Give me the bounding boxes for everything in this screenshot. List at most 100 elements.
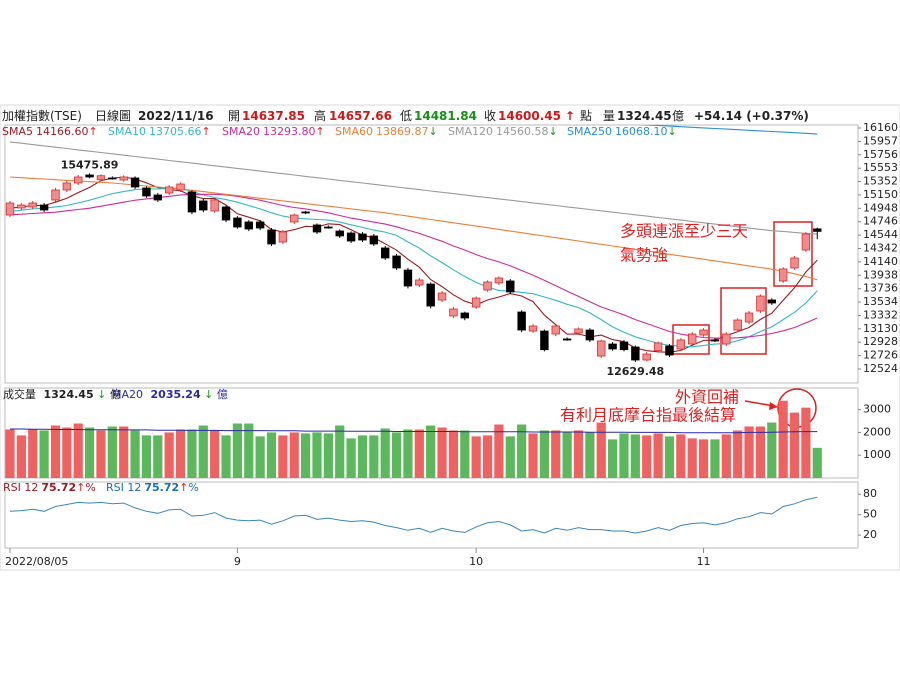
ma-line (638, 125, 818, 135)
volume-bar (5, 429, 15, 478)
volume-bar (50, 425, 61, 478)
price-panel (4, 124, 859, 384)
rsi-value: 75.72 (41, 481, 76, 494)
highlight-box (773, 221, 813, 287)
volume-bar (585, 432, 595, 478)
volume-bar (289, 432, 299, 478)
volume-bar (244, 423, 254, 478)
ma-legend: SMA5 14166.60↑ (2, 125, 98, 138)
volume-bar (778, 400, 788, 478)
candle-body (790, 257, 799, 269)
volume-bar (39, 430, 49, 478)
y-tick-label: 12524 (863, 362, 898, 375)
y-tick-label: 20 (863, 528, 877, 541)
volume-bar (414, 429, 424, 478)
volume-bar (767, 422, 777, 478)
volume-bar (664, 436, 675, 478)
candle-body (301, 211, 310, 214)
volume-bar (335, 425, 345, 478)
open-value: 14637.85 (242, 109, 305, 123)
volume-bar (608, 439, 618, 478)
x-tick-label: 9 (234, 555, 241, 568)
ma-name: SMA20 (222, 125, 260, 138)
ma-line (9, 176, 818, 353)
ma-legend: SMA60 13869.87↓ (335, 125, 438, 138)
y-tick-label: 50 (863, 508, 877, 521)
symbol: 加權指數(TSE) (2, 108, 82, 123)
ma-line (9, 193, 818, 339)
candle-body (574, 328, 583, 334)
volume-value: 1324.45 (617, 109, 672, 123)
candle-body (710, 339, 720, 342)
candle-body (813, 228, 822, 232)
candle-body (267, 229, 276, 245)
volume-bar (562, 432, 572, 478)
y-tick-label: 16160 (863, 121, 898, 134)
candle-body (608, 343, 617, 350)
highlight-box (672, 324, 710, 355)
candle-body (619, 341, 629, 351)
y-tick-label: 13130 (863, 322, 898, 335)
candle-body (631, 346, 640, 361)
ma-name: SMA250 (567, 125, 612, 138)
annotation: 有利月底摩台指最後結算 (560, 406, 736, 425)
candle-body (39, 204, 49, 211)
annotation: 多頭連漲至少三天 (620, 222, 748, 241)
candle-body (324, 226, 333, 229)
y-tick-label: 13736 (863, 282, 898, 295)
candle-body (767, 299, 776, 304)
y-tick-label: 14140 (863, 255, 898, 268)
candle-body (187, 191, 197, 213)
open-label: 開 (228, 109, 240, 123)
candle-body (517, 311, 526, 331)
volume-bar (357, 435, 368, 478)
x-tick-label: 10 (469, 555, 483, 568)
rsi-value: 75.72 (144, 481, 179, 494)
volume-bar (130, 430, 140, 478)
volume-bar (687, 438, 697, 478)
candle-body (278, 231, 288, 243)
ma-arrow: ↑ (202, 125, 211, 138)
y-tick-label: 14342 (863, 241, 898, 254)
rsi-line (9, 496, 818, 534)
y-tick-label: 80 (863, 487, 877, 500)
volume-bar (391, 432, 402, 478)
candle-body (551, 325, 560, 335)
candle-body (312, 224, 322, 233)
volume-bar (573, 430, 584, 478)
volume-bar (710, 439, 720, 478)
ma-value: 14166.60 (36, 125, 89, 138)
candle-body (153, 194, 163, 201)
ma-name: SMA60 (335, 125, 373, 138)
candle-body (471, 297, 481, 308)
volume-bar (596, 422, 606, 478)
volume-bar (801, 407, 811, 478)
volume-bar (460, 430, 470, 478)
candle-body (449, 308, 458, 317)
annotation: 氣勢強 (620, 246, 668, 265)
ma-value: 13705.66 (149, 125, 202, 138)
candle-body (290, 214, 299, 223)
y-tick-label: 15553 (863, 161, 898, 174)
candle-body (699, 329, 708, 336)
volume-bar (437, 427, 447, 478)
volume-bar (198, 425, 208, 478)
y-tick-label: 15957 (863, 134, 898, 147)
y-tick-label: 15352 (863, 175, 898, 188)
volume-bar (528, 433, 538, 478)
candle-body (108, 177, 117, 180)
candle-body (756, 295, 765, 312)
close-label: 收 (484, 109, 496, 123)
candle-body (688, 333, 697, 345)
volume-legend: 成交量 1324.45 ↓ 億 MA20 2035.24 ↓ 億 (3, 387, 228, 401)
candle-body (233, 217, 242, 228)
ma-legend: SMA250 16068.10↓ (567, 125, 677, 138)
volume-bar (107, 426, 117, 478)
y-tick-label: 2000 (863, 425, 891, 438)
candle-body (585, 329, 595, 341)
candle-body (494, 277, 504, 284)
candle-body (51, 189, 60, 201)
chart-frame (0, 104, 900, 571)
volume-bar (187, 429, 197, 478)
